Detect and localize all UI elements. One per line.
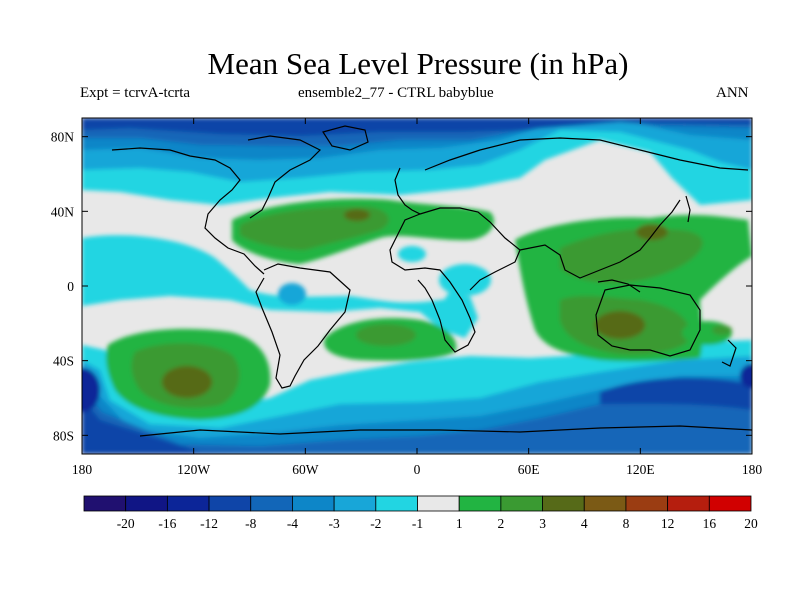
legend-label: 3 (539, 516, 546, 531)
legend-label: 12 (661, 516, 675, 531)
lon-tick-label: 60E (518, 462, 540, 477)
legend-label: 16 (703, 516, 717, 531)
lon-tick-label: 0 (414, 462, 421, 477)
legend-label: -8 (245, 516, 256, 531)
lat-tick-label: 0 (67, 279, 74, 294)
legend-label: 2 (498, 516, 505, 531)
legend-swatch (708, 495, 752, 512)
lat-tick-label: 40N (51, 204, 75, 219)
chart-title: Mean Sea Level Pressure (in hPa) (207, 46, 629, 81)
axis-ticks: 80N 40N 0 40S 80S 180 120W 60W 0 60E 120E 180 (51, 118, 763, 477)
lon-tick-label: 180 (742, 462, 763, 477)
contour-fill-layer (82, 118, 752, 454)
coastlines (111, 125, 752, 437)
legend-swatch (500, 495, 543, 512)
legend-swatch (583, 495, 627, 512)
legend-swatch (667, 495, 710, 512)
legend-swatch (292, 495, 335, 512)
legend-label: 8 (623, 516, 630, 531)
legend-swatch (333, 495, 377, 512)
legend-label: -4 (287, 516, 298, 531)
legend-swatch (166, 495, 210, 512)
season-label: ANN (716, 85, 749, 101)
legend-label: 1 (456, 516, 463, 531)
lat-tick-label: 80N (51, 130, 75, 145)
legend-swatch (375, 495, 418, 512)
legend-swatch (458, 495, 502, 512)
legend-label: -20 (117, 516, 135, 531)
lon-tick-label: 60W (292, 462, 319, 477)
legend-swatch (417, 495, 460, 512)
legend-swatch (125, 495, 168, 512)
lon-tick-label: 120E (626, 462, 655, 477)
lat-tick-label: 80S (53, 428, 74, 443)
legend-swatch (208, 495, 252, 512)
lat-tick-label: 40S (53, 354, 74, 369)
experiment-label: Expt = tcrvA-tcrta (80, 85, 191, 101)
legend-swatch (542, 495, 585, 512)
legend-label: -2 (370, 516, 381, 531)
legend-label: -3 (329, 516, 340, 531)
legend-swatch (625, 495, 669, 512)
legend-label: -1 (412, 516, 423, 531)
legend-label: -12 (200, 516, 218, 531)
lon-tick-label: 120W (177, 462, 210, 477)
lon-tick-label: 180 (72, 462, 93, 477)
legend-swatch (83, 495, 127, 512)
colorbar-legend: -20 -16 -12 -8 -4 -3 -2 -1 1 2 3 4 8 12 16 20 (83, 495, 758, 531)
ensemble-label: ensemble2_77 - CTRL babyblue (298, 85, 494, 101)
legend-label: -16 (158, 516, 176, 531)
legend-label: 20 (744, 516, 758, 531)
legend-swatch (250, 495, 293, 512)
legend-label: 4 (581, 516, 588, 531)
